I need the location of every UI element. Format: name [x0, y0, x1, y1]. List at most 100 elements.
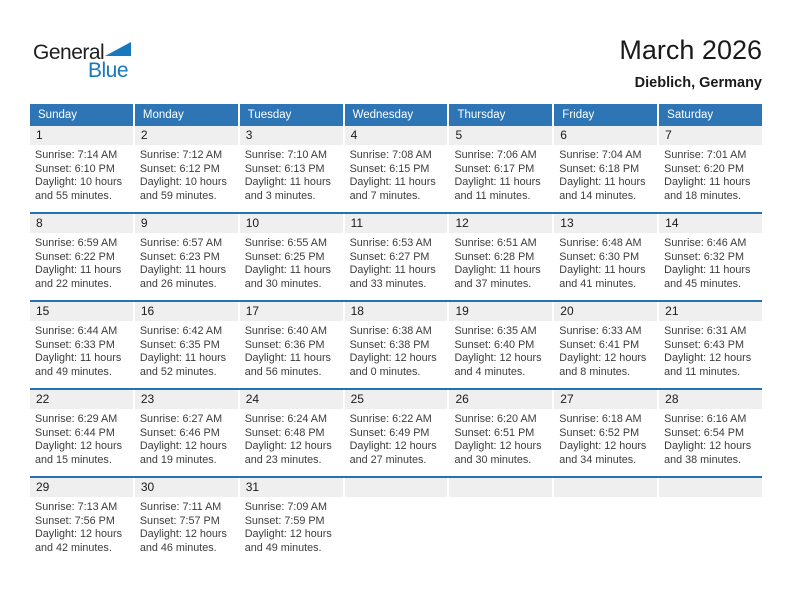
day-number: 13: [554, 214, 658, 233]
day-details: Sunrise: 7:09 AM Sunset: 7:59 PM Daylight:…: [244, 501, 332, 554]
day-cell-empty: [554, 478, 658, 564]
day-number: 29: [30, 478, 133, 497]
day-number: 7: [659, 126, 763, 145]
weekday-monday: Monday: [134, 104, 238, 126]
day-cell-17: 17 Sunrise: 6:40 AM Sunset: 6:36 PM Dayligh…: [239, 302, 343, 388]
day-details: Sunrise: 6:42 AM Sunset: 6:35 PM Daylight:…: [139, 325, 227, 378]
title-block: March 2026 Dieblich, Germany: [619, 35, 762, 90]
day-details: Sunrise: 6:20 AM Sunset: 6:51 PM Daylight:…: [454, 413, 542, 466]
day-details: Sunrise: 6:38 AM Sunset: 6:38 PM Daylight:…: [349, 325, 437, 378]
day-cell-23: 23 Sunrise: 6:27 AM Sunset: 6:46 PM Dayligh…: [134, 390, 238, 476]
day-number: 14: [659, 214, 763, 233]
day-number: 31: [239, 478, 343, 497]
day-cell-7: 7 Sunrise: 7:01 AM Sunset: 6:20 PM Daylight…: [659, 126, 763, 212]
calendar-grid: Sunday Monday Tuesday Wednesday Thursday…: [30, 104, 763, 564]
day-number: 8: [30, 214, 133, 233]
day-cell-12: 12 Sunrise: 6:51 AM Sunset: 6:28 PM Dayligh…: [449, 214, 553, 300]
week-row-3: 15 Sunrise: 6:44 AM Sunset: 6:33 PM Dayligh…: [30, 300, 763, 388]
week-row-1: 1 Sunrise: 7:14 AM Sunset: 6:10 PM Daylight…: [30, 126, 763, 212]
weekday-thursday: Thursday: [449, 104, 553, 126]
day-details: Sunrise: 6:55 AM Sunset: 6:25 PM Daylight:…: [244, 237, 331, 290]
day-number: 18: [344, 302, 448, 321]
week-row-2: 8 Sunrise: 6:59 AM Sunset: 6:22 PM Daylight…: [30, 212, 763, 300]
logo-text-blue: Blue: [87, 59, 129, 82]
weeks-container: 1 Sunrise: 7:14 AM Sunset: 6:10 PM Daylight…: [30, 126, 763, 564]
day-details: Sunrise: 7:11 AM Sunset: 7:57 PM Daylight:…: [139, 501, 227, 554]
weekday-friday: Friday: [554, 104, 658, 126]
day-details: Sunrise: 6:35 AM Sunset: 6:40 PM Daylight:…: [454, 325, 542, 378]
day-cell-25: 25 Sunrise: 6:22 AM Sunset: 6:49 PM Dayligh…: [344, 390, 448, 476]
day-cell-15: 15 Sunrise: 6:44 AM Sunset: 6:33 PM Dayligh…: [30, 302, 133, 388]
day-cell-empty: [344, 478, 448, 564]
day-details: Sunrise: 6:48 AM Sunset: 6:30 PM Daylight:…: [559, 237, 646, 290]
week-row-4: 22 Sunrise: 6:29 AM Sunset: 6:44 PM Dayligh…: [30, 388, 763, 476]
day-cell-11: 11 Sunrise: 6:53 AM Sunset: 6:27 PM Dayligh…: [344, 214, 448, 300]
day-number: 16: [134, 302, 238, 321]
day-details: Sunrise: 7:06 AM Sunset: 6:17 PM Daylight:…: [454, 149, 541, 202]
day-cell-5: 5 Sunrise: 7:06 AM Sunset: 6:17 PM Daylight…: [449, 126, 553, 212]
day-cell-20: 20 Sunrise: 6:33 AM Sunset: 6:41 PM Dayligh…: [554, 302, 658, 388]
logo-triangle-icon: [105, 40, 132, 62]
weekday-wednesday: Wednesday: [344, 104, 448, 126]
day-details: Sunrise: 6:31 AM Sunset: 6:43 PM Daylight:…: [664, 325, 752, 378]
day-number: 4: [344, 126, 448, 145]
general-blue-logo: General Blue: [33, 40, 132, 82]
day-number: 12: [449, 214, 553, 233]
day-details: [554, 497, 657, 509]
day-details: Sunrise: 6:46 AM Sunset: 6:32 PM Daylight:…: [664, 237, 751, 290]
logo-text-general: General: [33, 41, 105, 64]
day-details: Sunrise: 6:18 AM Sunset: 6:52 PM Daylight:…: [559, 413, 647, 466]
day-cell-18: 18 Sunrise: 6:38 AM Sunset: 6:38 PM Dayligh…: [344, 302, 448, 388]
day-details: Sunrise: 6:51 AM Sunset: 6:28 PM Daylight:…: [454, 237, 541, 290]
day-cell-14: 14 Sunrise: 6:46 AM Sunset: 6:32 PM Dayligh…: [659, 214, 763, 300]
day-number: 5: [449, 126, 553, 145]
day-cell-empty: [449, 478, 553, 564]
day-number: 24: [239, 390, 343, 409]
day-details: [345, 497, 448, 509]
page-title: March 2026: [619, 35, 762, 65]
day-number: [449, 478, 553, 497]
weekday-saturday: Saturday: [659, 104, 763, 126]
day-number: 1: [30, 126, 133, 145]
day-number: 27: [554, 390, 658, 409]
day-cell-30: 30 Sunrise: 7:11 AM Sunset: 7:57 PM Dayligh…: [134, 478, 238, 564]
weekday-sunday: Sunday: [30, 104, 133, 126]
day-number: 25: [344, 390, 448, 409]
day-number: 10: [239, 214, 343, 233]
day-details: Sunrise: 6:53 AM Sunset: 6:27 PM Daylight:…: [349, 237, 436, 290]
day-cell-empty: [659, 478, 763, 564]
day-cell-8: 8 Sunrise: 6:59 AM Sunset: 6:22 PM Daylight…: [30, 214, 133, 300]
day-details: [449, 497, 552, 509]
day-cell-9: 9 Sunrise: 6:57 AM Sunset: 6:23 PM Daylight…: [134, 214, 238, 300]
day-details: Sunrise: 7:04 AM Sunset: 6:18 PM Daylight:…: [559, 149, 646, 202]
week-row-5: 29 Sunrise: 7:13 AM Sunset: 7:56 PM Dayligh…: [30, 476, 763, 564]
day-number: [659, 478, 763, 497]
day-number: 2: [134, 126, 238, 145]
day-details: Sunrise: 7:01 AM Sunset: 6:20 PM Daylight:…: [664, 149, 751, 202]
day-number: 20: [554, 302, 658, 321]
day-details: Sunrise: 6:22 AM Sunset: 6:49 PM Daylight:…: [349, 413, 437, 466]
day-cell-29: 29 Sunrise: 7:13 AM Sunset: 7:56 PM Dayligh…: [30, 478, 133, 564]
day-details: Sunrise: 7:14 AM Sunset: 6:10 PM Daylight:…: [35, 149, 123, 202]
day-number: 9: [134, 214, 238, 233]
day-cell-6: 6 Sunrise: 7:04 AM Sunset: 6:18 PM Daylight…: [554, 126, 658, 212]
day-number: [554, 478, 658, 497]
day-cell-24: 24 Sunrise: 6:24 AM Sunset: 6:48 PM Dayligh…: [239, 390, 343, 476]
day-details: Sunrise: 6:40 AM Sunset: 6:36 PM Daylight:…: [244, 325, 331, 378]
day-details: Sunrise: 6:27 AM Sunset: 6:46 PM Daylight:…: [139, 413, 227, 466]
day-cell-27: 27 Sunrise: 6:18 AM Sunset: 6:52 PM Dayligh…: [554, 390, 658, 476]
day-details: Sunrise: 6:33 AM Sunset: 6:41 PM Daylight:…: [559, 325, 647, 378]
day-details: Sunrise: 7:12 AM Sunset: 6:12 PM Daylight:…: [139, 149, 227, 202]
day-cell-13: 13 Sunrise: 6:48 AM Sunset: 6:30 PM Dayligh…: [554, 214, 658, 300]
day-cell-21: 21 Sunrise: 6:31 AM Sunset: 6:43 PM Dayligh…: [659, 302, 763, 388]
day-number: 3: [239, 126, 343, 145]
day-details: Sunrise: 7:13 AM Sunset: 7:56 PM Daylight:…: [35, 501, 123, 554]
day-details: Sunrise: 6:16 AM Sunset: 6:54 PM Daylight:…: [664, 413, 752, 466]
day-cell-28: 28 Sunrise: 6:16 AM Sunset: 6:54 PM Dayligh…: [659, 390, 763, 476]
day-cell-31: 31 Sunrise: 7:09 AM Sunset: 7:59 PM Dayligh…: [239, 478, 343, 564]
day-cell-16: 16 Sunrise: 6:42 AM Sunset: 6:35 PM Dayligh…: [134, 302, 238, 388]
weekday-tuesday: Tuesday: [239, 104, 343, 126]
day-details: Sunrise: 6:44 AM Sunset: 6:33 PM Daylight:…: [35, 325, 122, 378]
day-cell-2: 2 Sunrise: 7:12 AM Sunset: 6:12 PM Daylight…: [134, 126, 238, 212]
